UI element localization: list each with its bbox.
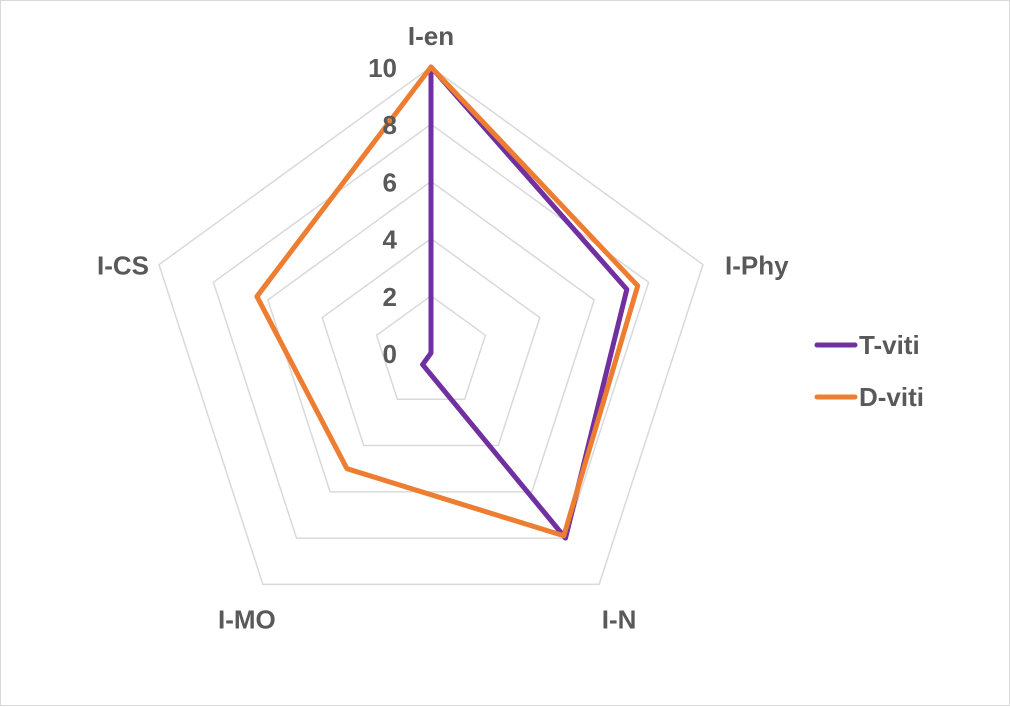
tick-labels: 0 2 4 6 8 10 bbox=[368, 53, 397, 369]
tick-label: 6 bbox=[383, 167, 397, 197]
tick-label: 0 bbox=[383, 339, 397, 369]
series-line-t-viti bbox=[420, 64, 630, 541]
grid-ring bbox=[266, 180, 596, 493]
axis-label-i-cs: I-CS bbox=[97, 251, 149, 281]
series-line-d-viti bbox=[254, 64, 641, 539]
axis-label-i-n: I-N bbox=[602, 604, 637, 634]
axis-labels: I-en I-Phy I-N I-MO I-CS bbox=[97, 21, 789, 634]
tick-label: 10 bbox=[368, 53, 397, 83]
tick-label: 2 bbox=[383, 282, 397, 312]
series-lines bbox=[254, 64, 641, 541]
legend-label-t-viti: T-viti bbox=[859, 330, 920, 360]
legend: T-viti D-viti bbox=[814, 330, 924, 412]
axis-label-i-mo: I-MO bbox=[218, 604, 276, 634]
grid-ring bbox=[158, 66, 704, 586]
grid-ring bbox=[375, 294, 487, 401]
axis-label-i-phy: I-Phy bbox=[725, 251, 789, 281]
tick-label: 8 bbox=[383, 110, 397, 140]
legend-label-d-viti: D-viti bbox=[859, 382, 924, 412]
grid-ring bbox=[321, 237, 541, 447]
axis-label-i-en: I-en bbox=[408, 21, 454, 51]
tick-label: 4 bbox=[383, 225, 398, 255]
